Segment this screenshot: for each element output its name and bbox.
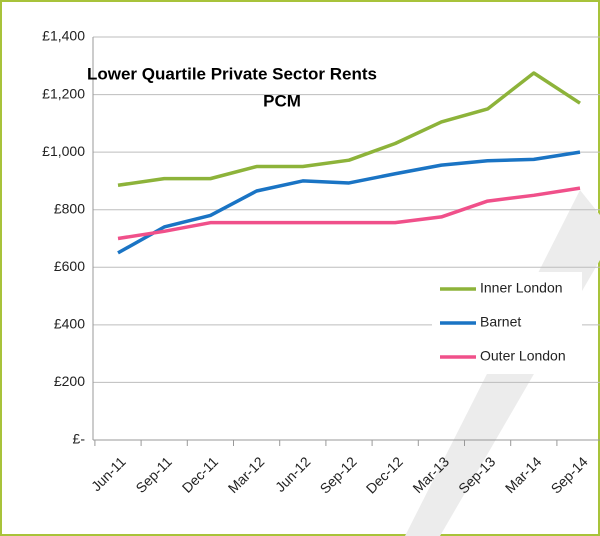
chart-title: PCM [263, 91, 301, 110]
series-line [117, 186, 581, 241]
y-tick-label: £- [73, 431, 86, 447]
legend-label: Inner London [480, 280, 563, 296]
chart-title: Lower Quartile Private Sector Rents [87, 64, 377, 83]
y-tick-label: £1,000 [42, 143, 85, 159]
series-line [117, 71, 581, 187]
y-tick-label: £600 [54, 258, 85, 274]
y-tick-label: £1,200 [42, 85, 85, 101]
y-tick-label: £1,400 [42, 28, 85, 44]
y-tick-label: £800 [54, 200, 85, 216]
y-tick-label: £200 [54, 373, 85, 389]
legend-label: Outer London [480, 348, 566, 364]
legend-label: Barnet [480, 314, 521, 330]
series-line [117, 150, 581, 255]
y-tick-label: £400 [54, 316, 85, 332]
